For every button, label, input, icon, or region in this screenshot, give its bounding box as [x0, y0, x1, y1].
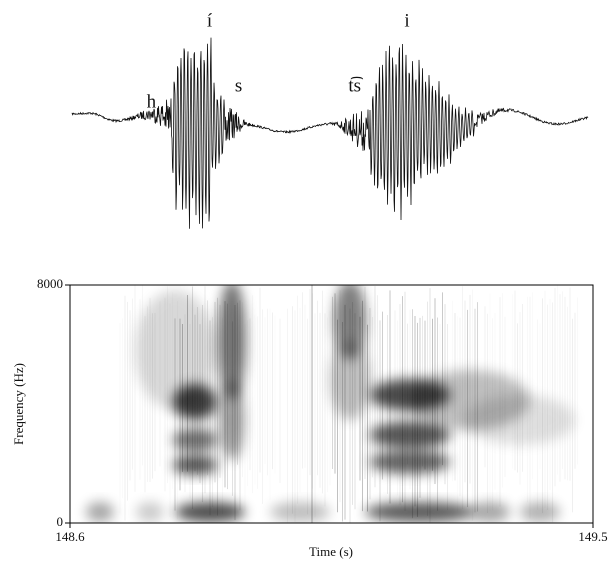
x-tick-label: 148.6	[55, 529, 85, 544]
spectral-energy	[220, 380, 244, 460]
spectral-energy	[86, 502, 114, 522]
spectral-energy	[173, 455, 217, 475]
spectral-energy	[136, 502, 164, 522]
segment-label: i	[404, 10, 409, 31]
plot-frame	[69, 284, 594, 524]
spectral-energy	[173, 428, 217, 452]
segment-label: t͡s	[348, 75, 363, 96]
segment-label: s	[235, 75, 242, 96]
spectral-energy	[470, 502, 510, 522]
x-tick-label: 149.5	[578, 529, 607, 544]
spectral-energy	[334, 285, 366, 360]
waveform	[71, 37, 589, 229]
spectral-energy	[175, 502, 245, 522]
spectral-energy	[370, 421, 450, 449]
spectral-energy	[218, 285, 246, 400]
spectral-energy	[465, 395, 575, 445]
spectral-energy	[365, 502, 475, 522]
spectral-energy	[370, 450, 450, 474]
x-axis-label: Time (s)	[309, 544, 353, 559]
waveform-line	[71, 37, 589, 229]
segment-label: h	[147, 91, 157, 112]
y-tick-label: 8000	[37, 276, 63, 291]
spectrogram	[86, 285, 576, 523]
y-tick-label: 0	[57, 514, 64, 529]
spectral-energy	[330, 340, 370, 420]
spectral-energy	[135, 290, 215, 410]
segment-label: í	[207, 10, 213, 31]
spectral-energy	[520, 502, 560, 522]
spectral-energy	[270, 502, 330, 522]
y-axis-label: Frequency (Hz)	[11, 363, 26, 445]
